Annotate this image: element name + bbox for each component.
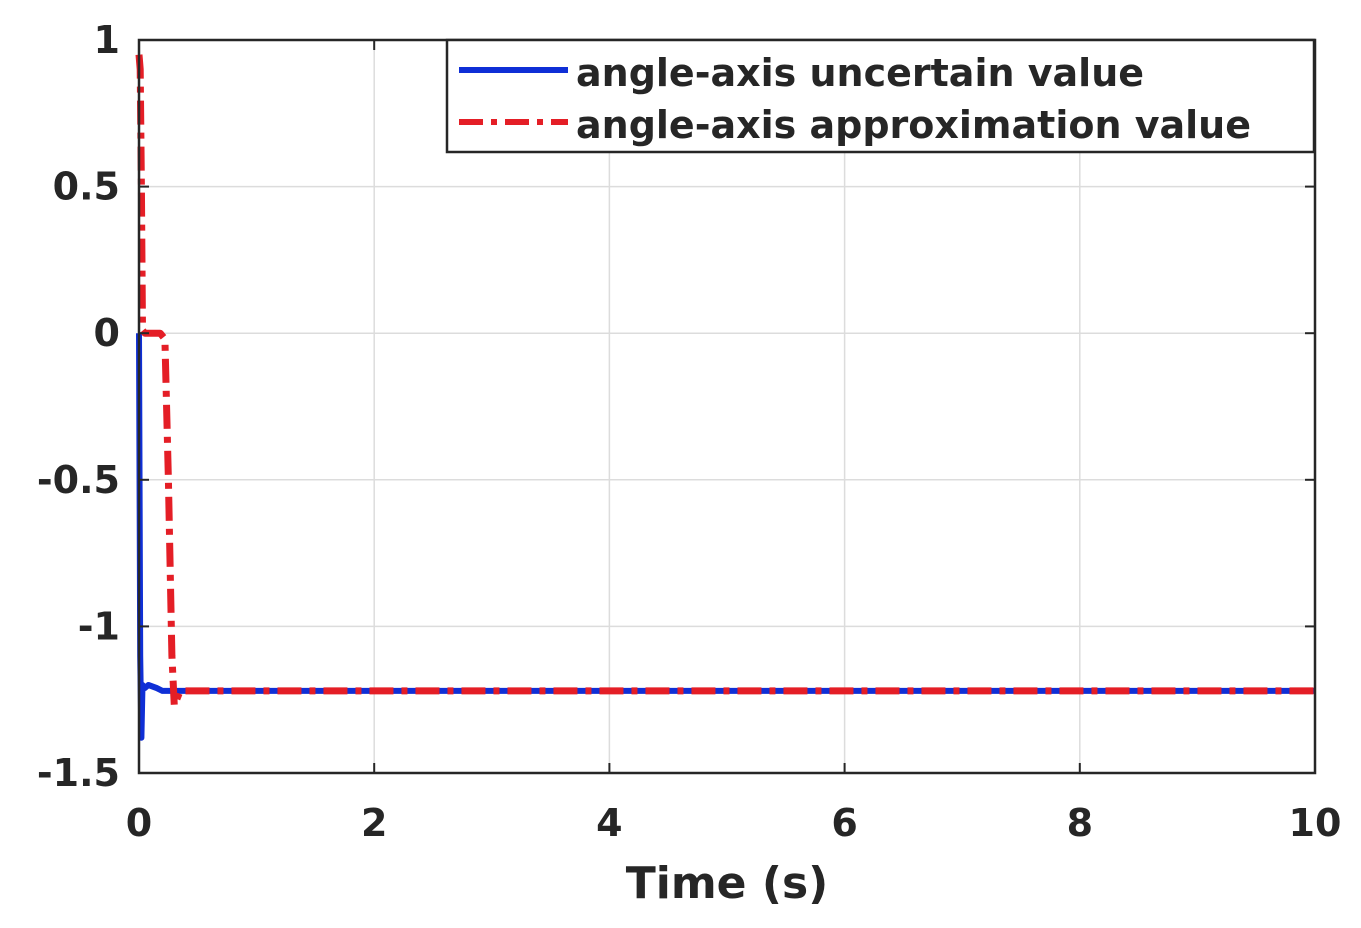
grid-lines xyxy=(139,40,1315,773)
x-tick-label: 2 xyxy=(361,801,387,845)
legend-box xyxy=(445,38,1316,154)
x-tick-label: 0 xyxy=(126,801,152,845)
x-axis-label: Time (s) xyxy=(626,858,829,909)
series-line-uncertain xyxy=(136,333,1315,741)
series-lines xyxy=(135,54,1315,741)
y-tick-label: -1 xyxy=(78,604,120,648)
y-tick-label: -1.5 xyxy=(37,751,120,795)
x-tick-label: 10 xyxy=(1289,801,1342,845)
legend-label-approximation: angle-axis approximation value xyxy=(576,103,1251,147)
axis-ticks: 0 2 4 6 8 10 1 0.5 0 -0.5 -1 -1.5 xyxy=(37,18,1342,845)
y-tick-label: 0 xyxy=(94,311,120,355)
y-tick-label: -0.5 xyxy=(37,458,120,502)
x-tick-label: 8 xyxy=(1067,801,1093,845)
y-tick-label: 1 xyxy=(94,18,120,62)
y-tick-label: 0.5 xyxy=(53,165,120,209)
series-line-approximation xyxy=(135,54,1315,710)
x-tick-label: 4 xyxy=(596,801,622,845)
x-tick-label: 6 xyxy=(831,801,857,845)
legend: angle-axis uncertain value angle-axis ap… xyxy=(445,38,1316,154)
legend-label-uncertain: angle-axis uncertain value xyxy=(576,51,1144,95)
